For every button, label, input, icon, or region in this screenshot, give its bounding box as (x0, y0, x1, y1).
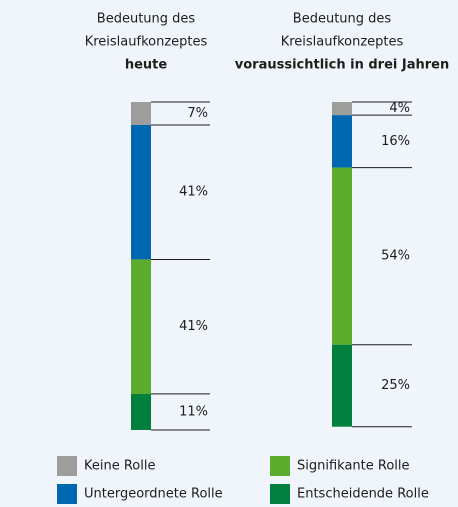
bar-segment (131, 124, 151, 260)
legend-swatch (270, 484, 290, 504)
bar-segment (332, 102, 352, 116)
legend-label: Signifikante Rolle (297, 459, 410, 474)
bar-segment (332, 115, 352, 168)
value-label: 16% (381, 134, 410, 149)
value-label: 7% (187, 106, 208, 121)
legend-swatch (57, 484, 77, 504)
category-title: Bedeutung des (97, 12, 196, 27)
category-title: heute (125, 58, 168, 73)
value-label: 54% (381, 249, 410, 264)
category-title: Bedeutung des (293, 12, 392, 27)
value-label: 41% (179, 319, 208, 334)
value-label: 25% (381, 378, 410, 393)
legend-label: Entscheidende Rolle (297, 487, 429, 502)
bar-segment (332, 344, 352, 427)
bar-segment (131, 102, 151, 125)
value-label: 11% (179, 404, 208, 419)
value-label: 4% (389, 101, 410, 116)
bar-segment (332, 167, 352, 345)
category-title: Kreislaufkonzeptes (85, 35, 208, 50)
legend-swatch (270, 456, 290, 476)
legend-swatch (57, 456, 77, 476)
value-label: 41% (179, 185, 208, 200)
category-title: Kreislaufkonzeptes (281, 35, 404, 50)
bar-segment (131, 259, 151, 394)
legend-label: Untergeordnete Rolle (84, 487, 223, 502)
category-title: voraussichtlich in drei Jahren (235, 58, 449, 73)
bar-segment (131, 393, 151, 430)
legend-label: Keine Rolle (84, 459, 155, 474)
